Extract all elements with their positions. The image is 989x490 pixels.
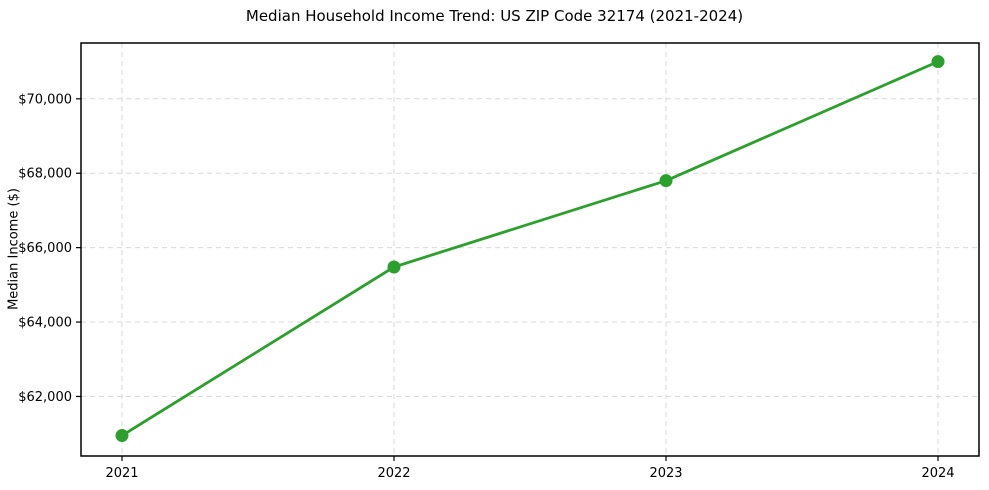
data-point-marker xyxy=(115,429,129,443)
chart-title: Median Household Income Trend: US ZIP Co… xyxy=(245,7,744,25)
series-line xyxy=(120,60,940,437)
y-tick-label: $68,000 xyxy=(18,167,72,182)
data-point-marker xyxy=(659,174,673,188)
data-point-marker xyxy=(931,55,945,69)
x-tick-label: 2023 xyxy=(649,466,682,481)
y-tick-label: $62,000 xyxy=(18,390,72,405)
x-tick-label: 2022 xyxy=(377,466,410,481)
y-tick-label: $66,000 xyxy=(18,241,72,256)
y-tick-label: $70,000 xyxy=(18,92,72,107)
x-tick-label: 2021 xyxy=(105,466,138,481)
data-point-marker xyxy=(387,260,401,274)
x-tick-label: 2024 xyxy=(921,466,954,481)
y-axis-label: Median Income ($) xyxy=(6,188,22,310)
plot-border xyxy=(80,42,980,457)
y-tick-label: $64,000 xyxy=(18,316,72,331)
